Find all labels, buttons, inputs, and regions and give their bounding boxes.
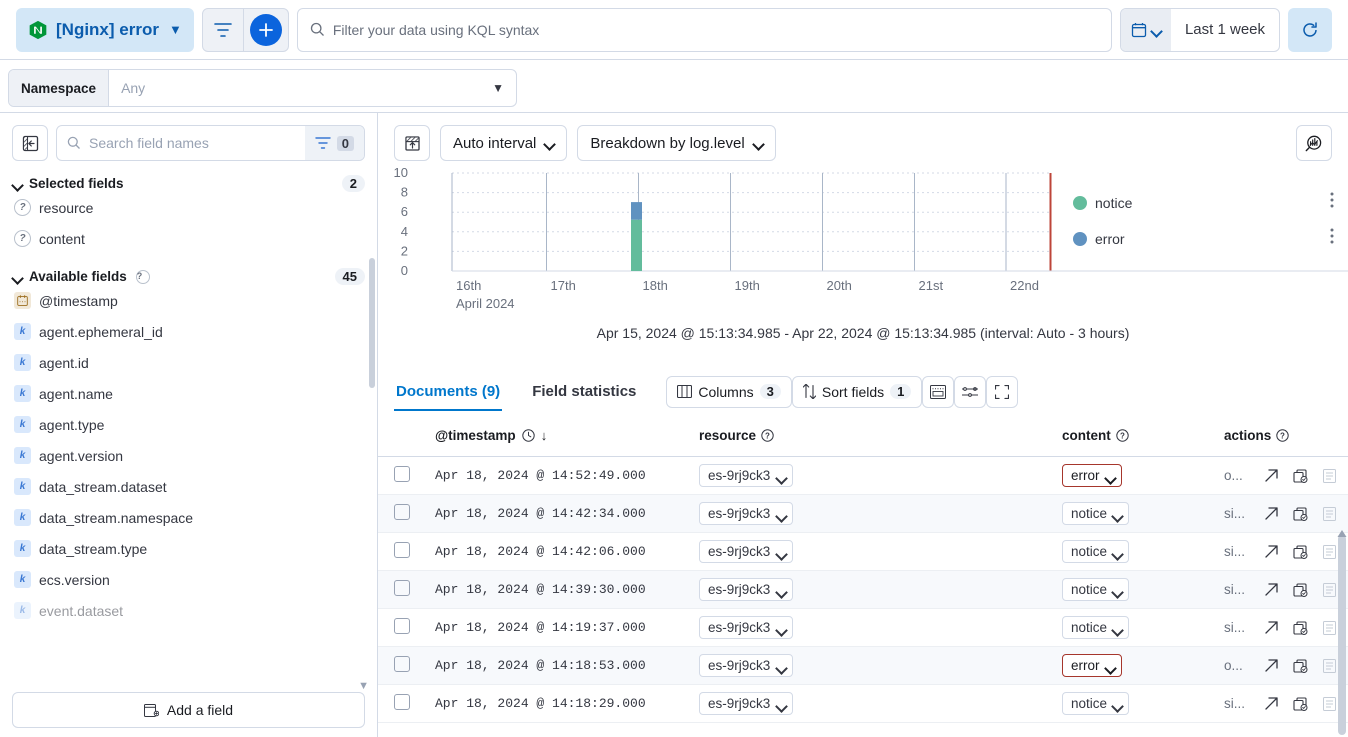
svg-text:22nd: 22nd (1010, 278, 1039, 293)
svg-text:20th: 20th (827, 278, 852, 293)
svg-text:17th: 17th (551, 278, 576, 293)
svg-text:8: 8 (401, 185, 408, 200)
svg-text:4: 4 (401, 224, 408, 239)
svg-text:21st: 21st (919, 278, 944, 293)
svg-text:?: ? (765, 431, 770, 440)
svg-text:6: 6 (401, 204, 408, 219)
svg-text:?: ? (1280, 431, 1285, 440)
svg-text:?: ? (1120, 431, 1125, 440)
svg-text:2: 2 (401, 243, 408, 258)
svg-text:19th: 19th (735, 278, 760, 293)
svg-text:10: 10 (394, 167, 408, 180)
svg-text:16th: 16th (456, 278, 481, 293)
svg-text:0: 0 (401, 263, 408, 278)
svg-text:18th: 18th (643, 278, 668, 293)
svg-text:April 2024: April 2024 (456, 296, 515, 311)
